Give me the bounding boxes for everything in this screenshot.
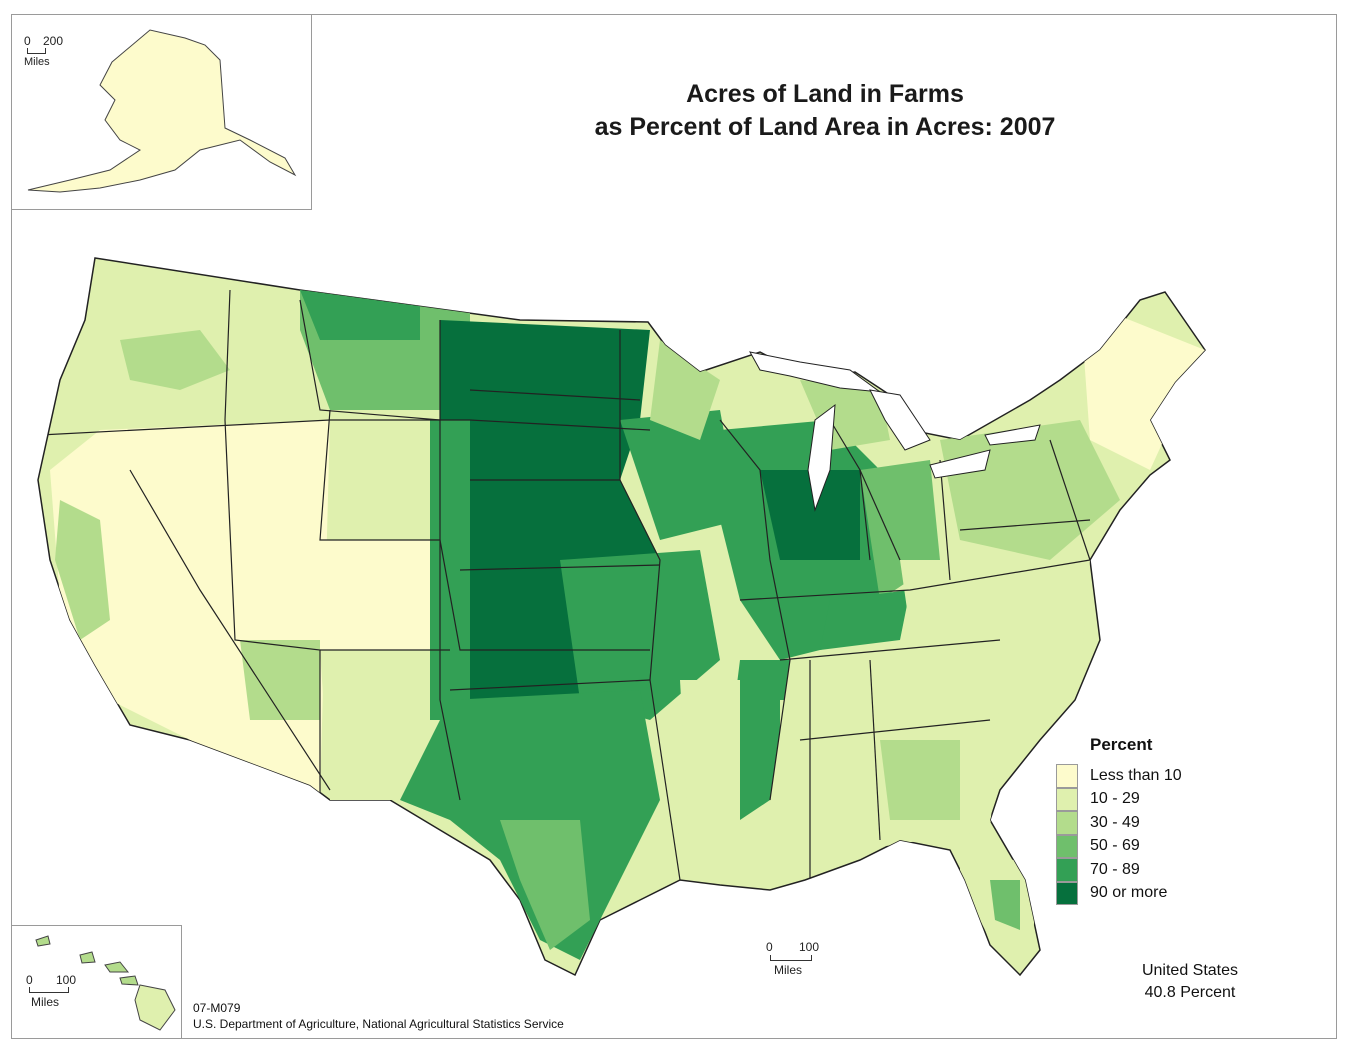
main-scale-unit: Miles <box>774 963 803 977</box>
main-scale-start: 0 <box>766 940 773 954</box>
legend-item: 50 - 69 <box>1056 834 1182 858</box>
legend-label: Less than 10 <box>1090 766 1182 784</box>
map-title: Acres of Land in Farms as Percent of Lan… <box>540 78 1110 144</box>
us-total: United States 40.8 Percent <box>1110 960 1270 1004</box>
hawaii-scale-start: 0 <box>26 973 33 987</box>
alaska-scale-unit: Miles <box>24 56 50 68</box>
alaska-inset <box>11 14 312 210</box>
title-line-2: as Percent of Land Area in Acres: 2007 <box>594 113 1056 141</box>
legend-item: 10 - 29 <box>1056 787 1182 811</box>
legend-swatch <box>1056 811 1078 835</box>
title-line-1: Acres of Land in Farms <box>686 80 964 108</box>
alaska-scale-end: 200 <box>43 34 64 48</box>
credit-block: 07-M079 U.S. Department of Agriculture, … <box>193 1000 564 1032</box>
legend: Percent Less than 10 10 - 29 30 - 49 50 - 6… <box>1056 735 1182 905</box>
legend-item: Less than 10 <box>1056 764 1182 788</box>
legend-swatch <box>1056 834 1078 858</box>
legend-label: 70 - 89 <box>1090 860 1140 878</box>
legend-label: 90 or more <box>1090 884 1168 902</box>
legend-item: 90 or more <box>1056 881 1182 905</box>
main-scale-end: 100 <box>799 940 820 954</box>
hawaii-scale-unit: Miles <box>31 995 60 1009</box>
main-scale-bar: 0 100 Miles <box>766 940 836 977</box>
hawaii-scale-bar: 0 100 Miles <box>26 973 86 1009</box>
legend-swatch <box>1056 787 1078 811</box>
map-id: 07-M079 <box>193 1001 241 1015</box>
legend-swatch <box>1056 881 1078 905</box>
us-total-label: United States <box>1141 962 1239 979</box>
alaska-scale-start: 0 <box>24 34 31 48</box>
legend-swatch <box>1056 858 1078 882</box>
hawaii-scale-end: 100 <box>56 973 77 987</box>
source-credit: U.S. Department of Agriculture, National… <box>193 1017 564 1031</box>
us-total-value: 40.8 Percent <box>1144 984 1236 1001</box>
legend-label: 50 - 69 <box>1090 837 1140 855</box>
legend-label: 10 - 29 <box>1090 790 1140 808</box>
legend-item: 70 - 89 <box>1056 858 1182 882</box>
map-frame <box>11 14 1337 1039</box>
legend-item: 30 - 49 <box>1056 811 1182 835</box>
legend-title: Percent <box>1090 735 1153 754</box>
hawaii-inset <box>11 925 182 1039</box>
alaska-scale-bar: 0 200 Miles <box>24 34 64 68</box>
legend-swatch <box>1056 764 1078 788</box>
legend-label: 30 - 49 <box>1090 813 1140 831</box>
